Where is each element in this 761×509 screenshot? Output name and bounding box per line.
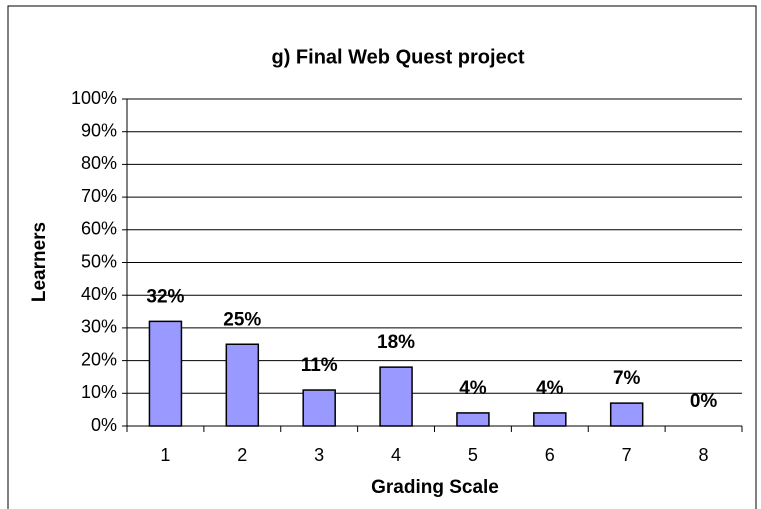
x-tick-label: 7 bbox=[622, 445, 632, 465]
bar bbox=[609, 402, 644, 427]
chart-title: g) Final Web Quest project bbox=[272, 46, 525, 68]
y-tick-label: 0% bbox=[91, 415, 117, 435]
y-tick-label: 100% bbox=[71, 88, 117, 108]
bar bbox=[148, 320, 183, 427]
y-tick-label: 90% bbox=[81, 120, 117, 140]
bar bbox=[225, 343, 260, 427]
x-tick-label: 8 bbox=[699, 445, 709, 465]
bar bbox=[379, 366, 413, 427]
value-label: 0% bbox=[690, 391, 718, 412]
value-label: 4% bbox=[536, 378, 564, 399]
x-tick-label: 4 bbox=[391, 445, 401, 465]
bar bbox=[533, 412, 567, 427]
bar bbox=[456, 412, 490, 427]
x-tick-label: 3 bbox=[314, 445, 324, 465]
y-tick-label: 50% bbox=[81, 251, 117, 271]
value-label: 18% bbox=[377, 332, 415, 353]
x-axis-label: Grading Scale bbox=[371, 477, 499, 498]
value-label: 32% bbox=[146, 286, 184, 307]
y-tick-label: 60% bbox=[81, 219, 117, 239]
x-tick-label: 5 bbox=[468, 445, 478, 465]
chart-border bbox=[7, 5, 757, 509]
value-label: 4% bbox=[459, 378, 487, 399]
y-tick-label: 70% bbox=[81, 186, 117, 206]
y-axis-label: Learners bbox=[29, 222, 50, 302]
y-tick-label: 30% bbox=[81, 317, 117, 337]
y-tick-label: 40% bbox=[81, 284, 117, 304]
y-tick-label: 10% bbox=[81, 382, 117, 402]
bar bbox=[302, 389, 336, 427]
x-tick-label: 2 bbox=[237, 445, 247, 465]
value-label: 7% bbox=[613, 368, 641, 389]
y-tick-label: 80% bbox=[81, 153, 117, 173]
y-tick-label: 20% bbox=[81, 349, 117, 369]
value-label: 25% bbox=[223, 309, 261, 330]
x-tick-label: 1 bbox=[160, 445, 170, 465]
value-label: 11% bbox=[301, 355, 338, 376]
x-tick-label: 6 bbox=[545, 445, 555, 465]
